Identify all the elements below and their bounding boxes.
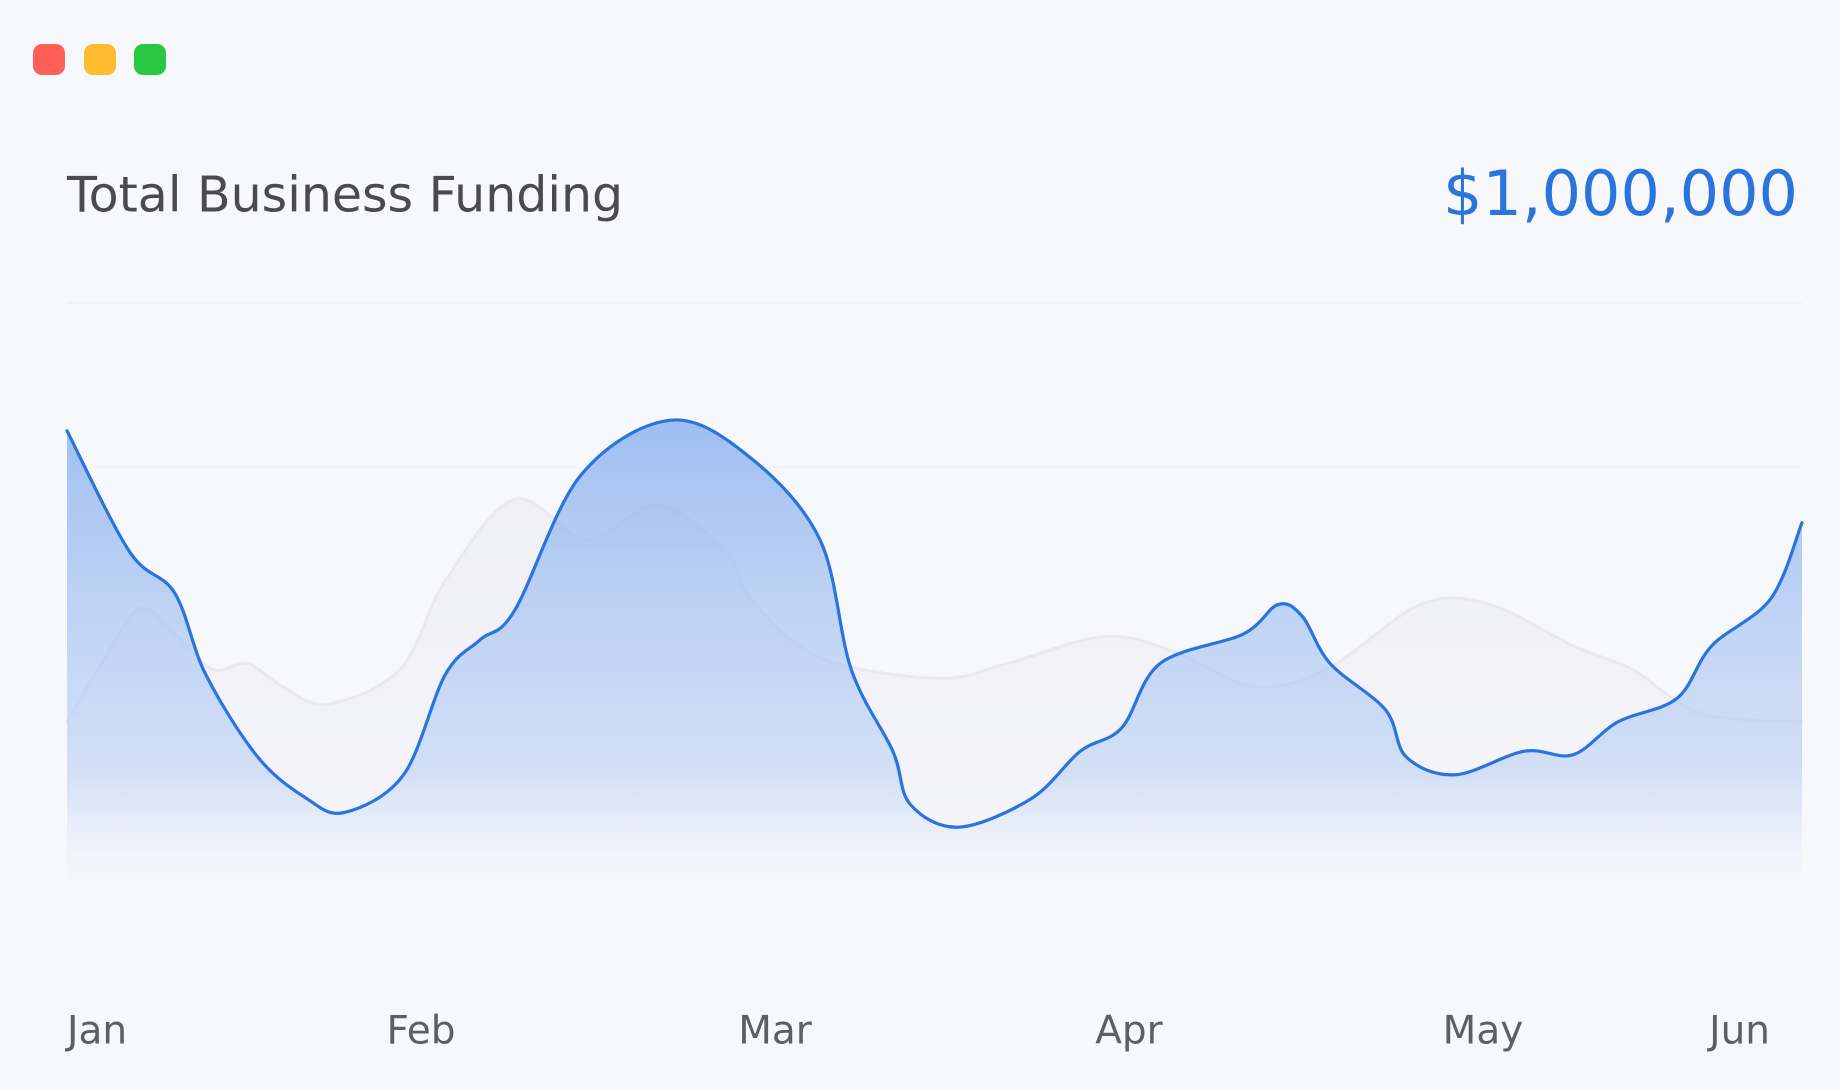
x-tick-label: Apr [1095,1009,1163,1054]
minimize-button[interactable] [84,44,116,75]
line [65,418,1804,829]
headline-value: $1,000,000 [1443,157,1798,230]
x-tick-label: Jun [1706,1009,1770,1054]
close-button[interactable] [33,44,65,75]
zoom-button[interactable] [134,44,166,75]
chart-title: Total Business Funding [66,167,623,224]
area-fill [67,419,1802,892]
plot: Jan Feb Mar Apr May Jun [64,418,1804,1054]
x-tick-label: Mar [738,1009,813,1054]
x-tick-label: Feb [386,1009,455,1054]
x-tick-label: Jan [64,1009,127,1054]
x-tick-label: May [1443,1009,1524,1054]
